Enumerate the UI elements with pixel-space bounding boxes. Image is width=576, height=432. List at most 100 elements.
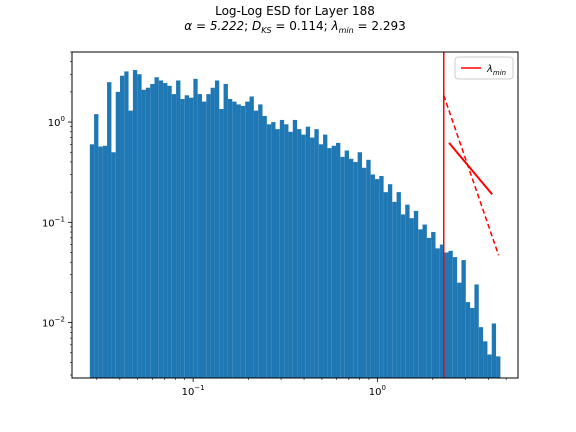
- plot-frame: [71, 51, 519, 379]
- histogram-bar-3: [102, 145, 108, 378]
- histogram-bar-90: [478, 327, 484, 378]
- histogram-bar-86: [461, 260, 466, 378]
- histogram-bar-70: [392, 201, 397, 378]
- y-tick-label-2: 100: [48, 115, 65, 129]
- histogram-bar-73: [405, 204, 410, 378]
- histogram-bar-42: [271, 122, 276, 378]
- histogram-bar-4: [107, 82, 112, 379]
- histogram-bars: [89, 70, 501, 379]
- histogram-bar-40: [262, 115, 267, 379]
- histogram-bar-35: [240, 105, 246, 379]
- histogram-bar-54: [323, 134, 328, 378]
- histogram-bar-33: [232, 101, 237, 379]
- histogram-bar-0: [89, 144, 95, 378]
- histogram-bar-61: [353, 161, 358, 378]
- histogram-bar-41: [266, 124, 272, 378]
- histogram-bar-8: [124, 71, 129, 379]
- chart-title-line2: α = 5.222; DKS = 0.114; λmin = 2.293: [184, 19, 406, 35]
- histogram-bar-14: [150, 83, 155, 379]
- fit-dashed-line: [443, 95, 500, 256]
- histogram-bar-67: [379, 175, 384, 378]
- histogram-bar-15: [154, 77, 159, 379]
- histogram-bar-79: [431, 232, 436, 378]
- histogram-bar-50: [305, 126, 311, 378]
- histogram-bar-94: [496, 356, 501, 378]
- histogram-bar-82: [444, 252, 449, 378]
- axes: 10−1 100 10−2 10−1 100: [42, 51, 519, 398]
- histogram-bar-87: [465, 302, 471, 378]
- histogram-bar-74: [409, 218, 414, 378]
- histogram-bar-10: [132, 70, 138, 378]
- histogram-bar-7: [120, 75, 125, 378]
- title-lambda-main: λ: [331, 19, 339, 33]
- histogram-bar-48: [297, 129, 302, 378]
- histogram-bar-56: [331, 145, 337, 378]
- histogram-bar-47: [292, 119, 298, 378]
- y-tick-label-0: 10−2: [42, 316, 65, 330]
- title-dks-value: = 0.114;: [272, 19, 332, 33]
- histogram-bar-65: [370, 174, 375, 378]
- histogram-bar-36: [245, 101, 250, 379]
- histogram-bar-91: [483, 341, 488, 378]
- histogram-bar-29: [214, 80, 220, 378]
- histogram-bar-57: [336, 142, 341, 378]
- histogram-bar-78: [426, 237, 432, 378]
- x-tick-label-0: 10−1: [182, 384, 205, 398]
- title-lambda-value: = 2.293: [354, 19, 406, 33]
- histogram-bar-28: [210, 87, 215, 379]
- histogram-bar-17: [163, 83, 168, 378]
- histogram-bar-38: [253, 110, 259, 379]
- histogram-bar-93: [491, 323, 497, 378]
- histogram-bar-22: [184, 95, 190, 378]
- histogram-bar-53: [318, 144, 324, 378]
- fit-overlay: [443, 52, 500, 378]
- histogram-bar-60: [349, 158, 354, 378]
- chart-title-line1: Log-Log ESD for Layer 188: [215, 4, 375, 18]
- histogram-bar-24: [193, 78, 198, 378]
- histogram-bar-31: [223, 83, 228, 379]
- histogram-bar-83: [448, 250, 453, 378]
- histogram-bar-72: [400, 214, 406, 378]
- histogram-bar-26: [201, 101, 207, 379]
- histogram-bar-2: [98, 146, 103, 378]
- histogram-bar-51: [310, 137, 315, 378]
- histogram-bar-9: [128, 110, 133, 379]
- legend-label: λmin: [486, 64, 506, 77]
- histogram-bar-25: [197, 94, 202, 378]
- title-dks-main: D: [252, 19, 261, 33]
- histogram-bar-32: [227, 98, 233, 378]
- histogram-bar-68: [383, 192, 388, 378]
- histogram-bar-62: [357, 152, 362, 378]
- histogram-bar-88: [470, 307, 475, 378]
- histogram-bar-58: [340, 156, 345, 378]
- legend-box: [454, 56, 514, 80]
- histogram-bar-44: [279, 119, 285, 378]
- histogram-bar-30: [219, 109, 224, 378]
- histogram-bar-18: [167, 85, 172, 378]
- histogram-bar-64: [366, 159, 371, 378]
- histogram-bar-85: [457, 282, 462, 378]
- histogram-bar-23: [189, 97, 194, 379]
- histogram-bar-20: [176, 80, 181, 378]
- histogram-bar-19: [171, 94, 177, 378]
- histogram-bar-12: [141, 89, 146, 379]
- title-lambda-sub: min: [339, 26, 354, 35]
- histogram-bar-37: [249, 96, 254, 378]
- histogram-bar-21: [180, 98, 185, 378]
- histogram-bar-5: [111, 152, 116, 378]
- histogram-bar-6: [115, 91, 121, 378]
- histogram-bar-63: [361, 167, 367, 378]
- histogram-bar-13: [145, 87, 151, 379]
- histogram-bar-1: [94, 114, 99, 378]
- histogram-bar-76: [418, 229, 423, 378]
- histogram-bar-34: [236, 104, 241, 379]
- histogram-bar-77: [422, 224, 427, 378]
- title-dks-sub: KS: [261, 26, 271, 35]
- histogram-bar-69: [387, 184, 393, 378]
- histogram-bar-84: [452, 257, 458, 378]
- histogram-bar-71: [396, 192, 401, 378]
- histogram-bar-16: [158, 80, 164, 378]
- histogram-bar-46: [288, 131, 293, 378]
- title-sep: ;: [244, 19, 252, 33]
